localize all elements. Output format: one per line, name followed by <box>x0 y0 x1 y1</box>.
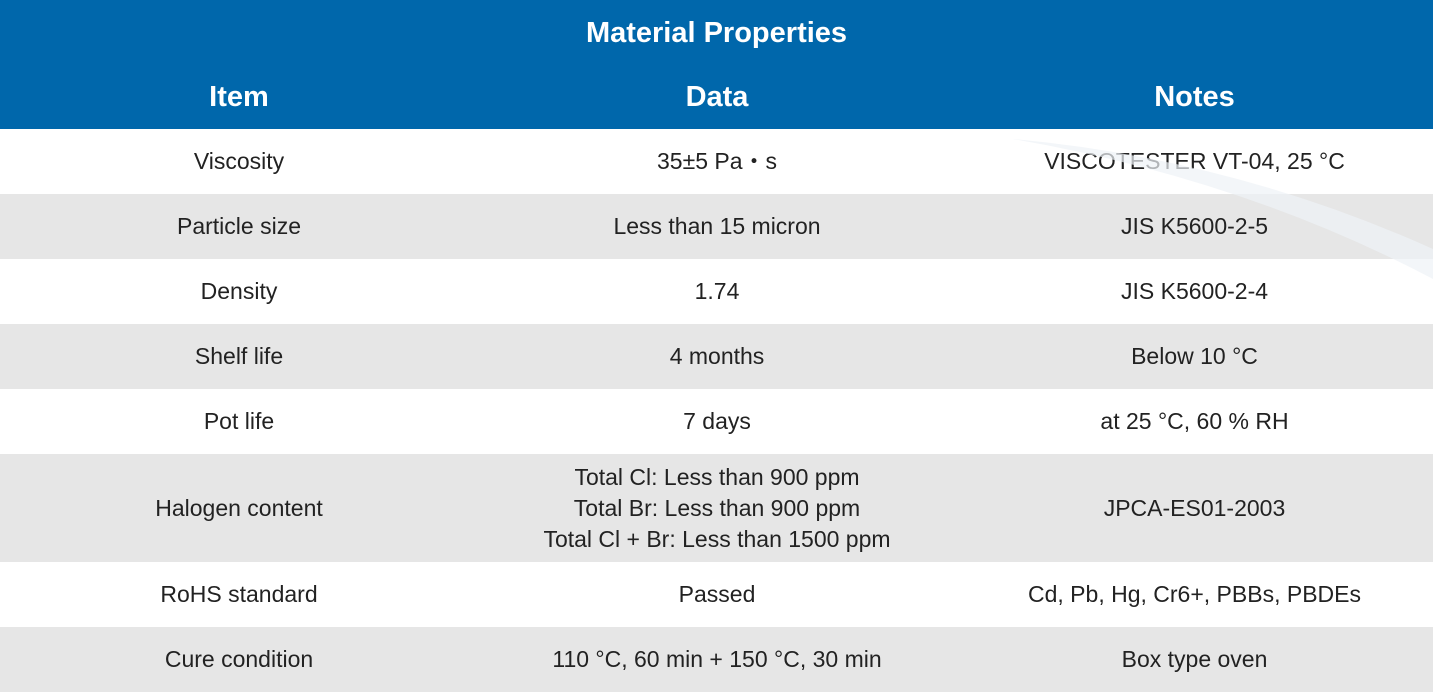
data-cell: Less than 15 micron <box>478 194 956 259</box>
data-text: Passed <box>678 581 756 607</box>
data-cell: 35±5 Pa・s <box>478 129 956 194</box>
item-text: Density <box>200 278 278 304</box>
table-row: RoHS standard Passed Cd, Pb, Hg, Cr6+, P… <box>0 562 1433 627</box>
data-cell: Total Cl: Less than 900 ppm Total Br: Le… <box>478 454 956 562</box>
notes-text: at 25 °C, 60 % RH <box>1100 408 1289 434</box>
table-header: Material Properties Item Data Notes <box>0 0 1433 129</box>
data-cell: 110 °C, 60 min + 150 °C, 30 min <box>478 627 956 692</box>
item-cell: Cure condition <box>0 627 478 692</box>
notes-cell: Box type oven <box>956 627 1433 692</box>
data-cell: 4 months <box>478 324 956 389</box>
table-row: Shelf life 4 months Below 10 °C <box>0 324 1433 389</box>
notes-text: JPCA-ES01-2003 <box>1103 494 1286 521</box>
table-row: Particle size Less than 15 micron JIS K5… <box>0 194 1433 259</box>
table-body: Viscosity 35±5 Pa・s VISCOTESTER VT-04, 2… <box>0 129 1433 692</box>
item-text: Pot life <box>203 408 275 434</box>
data-text-line-1: Total Cl: Less than 900 ppm <box>574 463 860 490</box>
item-cell: Halogen content <box>0 454 478 562</box>
table-title: Material Properties <box>585 17 848 49</box>
notes-cell: JIS K5600-2-4 <box>956 259 1433 324</box>
notes-cell: Cd, Pb, Hg, Cr6+, PBBs, PBDEs <box>956 562 1433 627</box>
notes-cell: Below 10 °C <box>956 324 1433 389</box>
table-row: Halogen content Total Cl: Less than 900 … <box>0 454 1433 562</box>
item-text: Particle size <box>177 213 301 239</box>
notes-cell: VISCOTESTER VT-04, 25 °C <box>956 129 1433 194</box>
data-cell: 1.74 <box>478 259 956 324</box>
notes-text: JIS K5600-2-4 <box>1120 278 1269 304</box>
item-text: Viscosity <box>193 148 285 174</box>
column-headers: Item Data Notes <box>0 66 1433 129</box>
table-row: Viscosity 35±5 Pa・s VISCOTESTER VT-04, 2… <box>0 129 1433 194</box>
column-header-data: Data <box>685 81 749 113</box>
table-row: Pot life 7 days at 25 °C, 60 % RH <box>0 389 1433 454</box>
data-cell: 7 days <box>478 389 956 454</box>
data-text-line-2: Total Br: Less than 900 ppm <box>573 494 861 521</box>
notes-cell: JPCA-ES01-2003 <box>956 454 1433 562</box>
data-text-line-3: Total Cl + Br: Less than 1500 ppm <box>543 525 891 552</box>
notes-cell: at 25 °C, 60 % RH <box>956 389 1433 454</box>
table-row: Cure condition 110 °C, 60 min + 150 °C, … <box>0 627 1433 692</box>
item-text: Halogen content <box>155 494 323 521</box>
data-cell: Passed <box>478 562 956 627</box>
item-cell: RoHS standard <box>0 562 478 627</box>
data-text: Less than 15 micron <box>613 213 821 239</box>
item-text: RoHS standard <box>160 581 318 607</box>
data-text: 7 days <box>683 408 751 434</box>
data-text: 4 months <box>669 343 765 369</box>
item-cell: Density <box>0 259 478 324</box>
column-header-notes: Notes <box>1154 81 1235 113</box>
item-cell: Shelf life <box>0 324 478 389</box>
item-text: Shelf life <box>194 343 284 369</box>
notes-cell: JIS K5600-2-5 <box>956 194 1433 259</box>
column-header-item: Item <box>209 81 269 113</box>
data-text: 110 °C, 60 min + 150 °C, 30 min <box>552 646 882 672</box>
item-cell: Pot life <box>0 389 478 454</box>
table-row: Density 1.74 JIS K5600-2-4 <box>0 259 1433 324</box>
data-text: 1.74 <box>694 278 740 304</box>
item-text: Cure condition <box>164 646 314 672</box>
item-cell: Viscosity <box>0 129 478 194</box>
notes-text: Cd, Pb, Hg, Cr6+, PBBs, PBDEs <box>1028 581 1361 607</box>
data-text: 35±5 Pa・s <box>656 148 778 174</box>
notes-text: VISCOTESTER VT-04, 25 °C <box>1044 148 1345 174</box>
notes-text: Box type oven <box>1121 646 1268 672</box>
notes-text: Below 10 °C <box>1131 343 1258 369</box>
notes-text: JIS K5600-2-5 <box>1120 213 1269 239</box>
item-cell: Particle size <box>0 194 478 259</box>
